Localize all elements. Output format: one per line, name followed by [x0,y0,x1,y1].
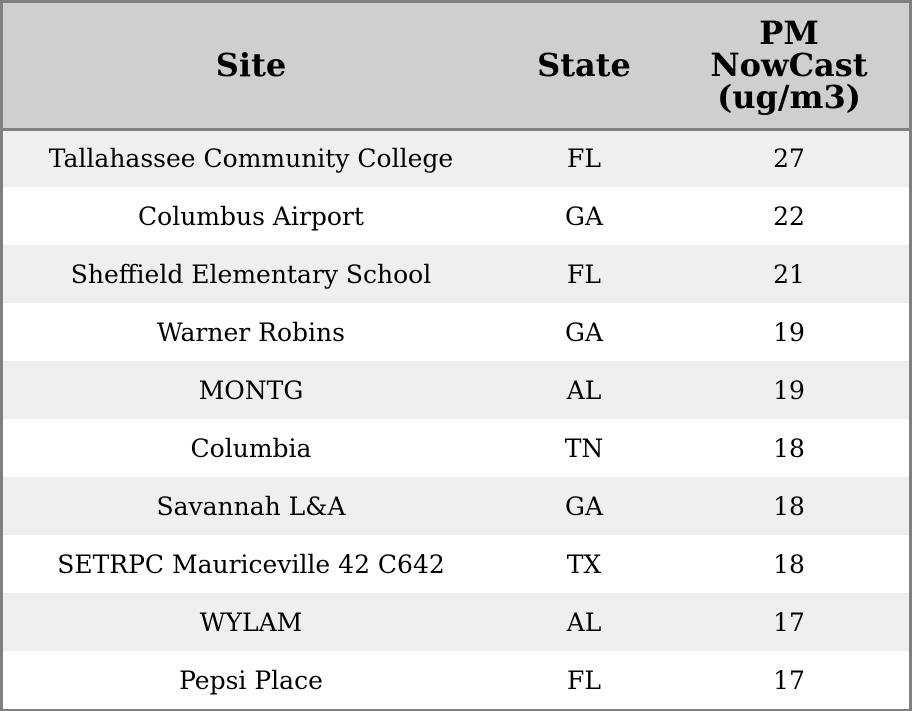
table-header: Site State PM NowCast (ug/m3) [3,3,909,131]
pm-value-cell: 22 [773,201,805,231]
state-cell: GA [564,317,604,347]
state-cell: GA [564,201,604,231]
table-row: WYLAM AL 17 [3,593,909,651]
column-header-line: (ug/m3) [717,78,861,117]
state-cell: FL [567,259,601,289]
table-body: Tallahassee Community College FL 27 Columbu… [3,129,909,709]
column-header-pm-nowcast: PM NowCast (ug/m3) [669,3,909,131]
table-row: Columbia TN 18 [3,419,909,477]
pm-value-cell: 18 [773,549,805,579]
pm-value-cell: 18 [773,433,805,463]
state-cell: FL [567,144,601,174]
table-row: Pepsi Place FL 17 [3,651,909,709]
pm-value-cell: 18 [773,491,805,521]
state-cell: AL [566,607,602,637]
column-header-site: Site [3,3,499,131]
table-row: Tallahassee Community College FL 27 [3,129,909,187]
state-cell: AL [566,375,602,405]
column-header-line: NowCast [710,46,868,85]
column-header-line: PM [759,14,819,53]
pm-value-cell: 27 [773,144,805,174]
site-cell: Sheffield Elementary School [70,259,432,289]
state-cell: GA [564,491,604,521]
site-cell: Savannah L&A [156,491,346,521]
table-row: Savannah L&A GA 18 [3,477,909,535]
pm-value-cell: 19 [773,375,805,405]
table-row: MONTG AL 19 [3,361,909,419]
table-row: Sheffield Elementary School FL 21 [3,245,909,303]
pm-value-cell: 19 [773,317,805,347]
table-row: SETRPC Mauriceville 42 C642 TX 18 [3,535,909,593]
state-cell: TN [564,433,604,463]
pm-value-cell: 17 [773,607,805,637]
site-cell: SETRPC Mauriceville 42 C642 [57,549,445,579]
site-cell: MONTG [198,375,304,405]
data-table: Site State PM NowCast (ug/m3) Tallahasse… [3,3,909,709]
column-header-line: Site [215,46,287,85]
site-cell: Pepsi Place [179,665,323,695]
table-row: Warner Robins GA 19 [3,303,909,361]
site-cell: Columbus Airport [138,201,364,231]
site-cell: Columbia [190,433,312,463]
site-cell: WYLAM [199,607,303,637]
pm-value-cell: 17 [773,665,805,695]
site-cell: Tallahassee Community College [48,144,454,174]
pm-value-cell: 21 [773,259,805,289]
header-row: Site State PM NowCast (ug/m3) [3,3,909,131]
table-row: Columbus Airport GA 22 [3,187,909,245]
state-cell: TX [566,549,602,579]
column-header-state: State [499,3,669,131]
site-cell: Warner Robins [157,317,345,347]
column-header-line: State [537,46,631,85]
state-cell: FL [567,665,601,695]
